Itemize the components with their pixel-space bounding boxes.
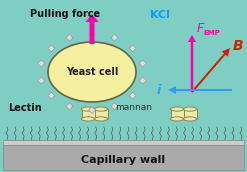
Ellipse shape — [184, 107, 197, 111]
Polygon shape — [66, 103, 73, 110]
Polygon shape — [95, 109, 107, 119]
Text: B: B — [233, 39, 244, 53]
Text: i: i — [157, 83, 161, 96]
Ellipse shape — [170, 107, 184, 111]
Text: Lectin: Lectin — [8, 103, 42, 113]
Polygon shape — [184, 109, 197, 119]
Polygon shape — [48, 45, 55, 52]
Ellipse shape — [170, 117, 184, 121]
Polygon shape — [3, 140, 244, 145]
Polygon shape — [38, 60, 45, 67]
Polygon shape — [82, 109, 95, 119]
Text: KCl: KCl — [150, 10, 170, 20]
Ellipse shape — [48, 42, 136, 102]
Polygon shape — [38, 77, 45, 84]
Polygon shape — [111, 103, 118, 110]
Polygon shape — [3, 145, 244, 170]
Polygon shape — [88, 106, 96, 114]
Text: Pulling force: Pulling force — [30, 9, 100, 19]
Polygon shape — [48, 92, 55, 99]
Text: mannan: mannan — [115, 104, 152, 112]
Polygon shape — [129, 45, 136, 52]
FancyArrow shape — [168, 86, 232, 94]
Polygon shape — [111, 34, 118, 41]
Ellipse shape — [95, 107, 107, 111]
Polygon shape — [129, 92, 136, 99]
Text: Capillary wall: Capillary wall — [81, 155, 165, 165]
Polygon shape — [66, 34, 73, 41]
Text: Yeast cell: Yeast cell — [66, 67, 118, 77]
Polygon shape — [139, 77, 146, 84]
Ellipse shape — [184, 117, 197, 121]
Text: EMP: EMP — [203, 30, 220, 36]
FancyArrow shape — [191, 48, 230, 93]
Ellipse shape — [82, 117, 95, 121]
Polygon shape — [88, 30, 96, 37]
Ellipse shape — [95, 117, 107, 121]
Ellipse shape — [82, 107, 95, 111]
Text: $\mathit{F}$: $\mathit{F}$ — [196, 22, 205, 35]
Polygon shape — [170, 109, 184, 119]
FancyArrow shape — [85, 14, 99, 44]
Polygon shape — [139, 60, 146, 67]
FancyArrow shape — [188, 35, 196, 92]
